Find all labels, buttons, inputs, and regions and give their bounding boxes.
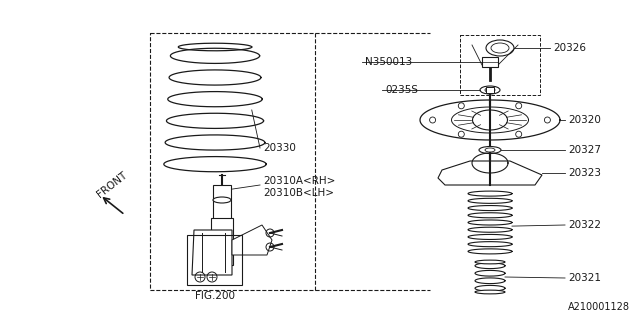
Text: FRONT: FRONT — [95, 171, 129, 200]
Ellipse shape — [485, 87, 495, 92]
Text: 20326: 20326 — [553, 43, 586, 53]
Ellipse shape — [475, 290, 505, 294]
Ellipse shape — [485, 148, 495, 152]
Text: 20323: 20323 — [568, 168, 601, 178]
Ellipse shape — [475, 260, 505, 264]
Text: 20327: 20327 — [568, 145, 601, 155]
Text: A210001128: A210001128 — [568, 302, 630, 312]
Ellipse shape — [486, 40, 514, 56]
Ellipse shape — [480, 86, 500, 94]
Bar — [150, 33, 315, 290]
Ellipse shape — [491, 43, 509, 53]
Bar — [486, 87, 494, 93]
Text: 20321: 20321 — [568, 273, 601, 283]
Polygon shape — [192, 230, 232, 275]
Text: 20320: 20320 — [568, 115, 601, 125]
Text: 20310B<LH>: 20310B<LH> — [263, 188, 334, 198]
Ellipse shape — [213, 197, 231, 203]
Text: 20310A<RH>: 20310A<RH> — [263, 176, 335, 186]
Polygon shape — [232, 225, 272, 255]
Polygon shape — [438, 161, 542, 185]
Bar — [213, 185, 231, 225]
Text: 20322: 20322 — [568, 220, 601, 230]
Text: 0235S: 0235S — [385, 85, 418, 95]
Bar — [187, 235, 242, 285]
Text: 20330: 20330 — [263, 143, 296, 153]
Bar — [211, 218, 233, 265]
Bar — [460, 35, 540, 95]
Bar — [482, 57, 498, 67]
Text: FIG.200: FIG.200 — [195, 291, 234, 301]
Text: N350013: N350013 — [365, 57, 412, 67]
Ellipse shape — [479, 147, 501, 154]
